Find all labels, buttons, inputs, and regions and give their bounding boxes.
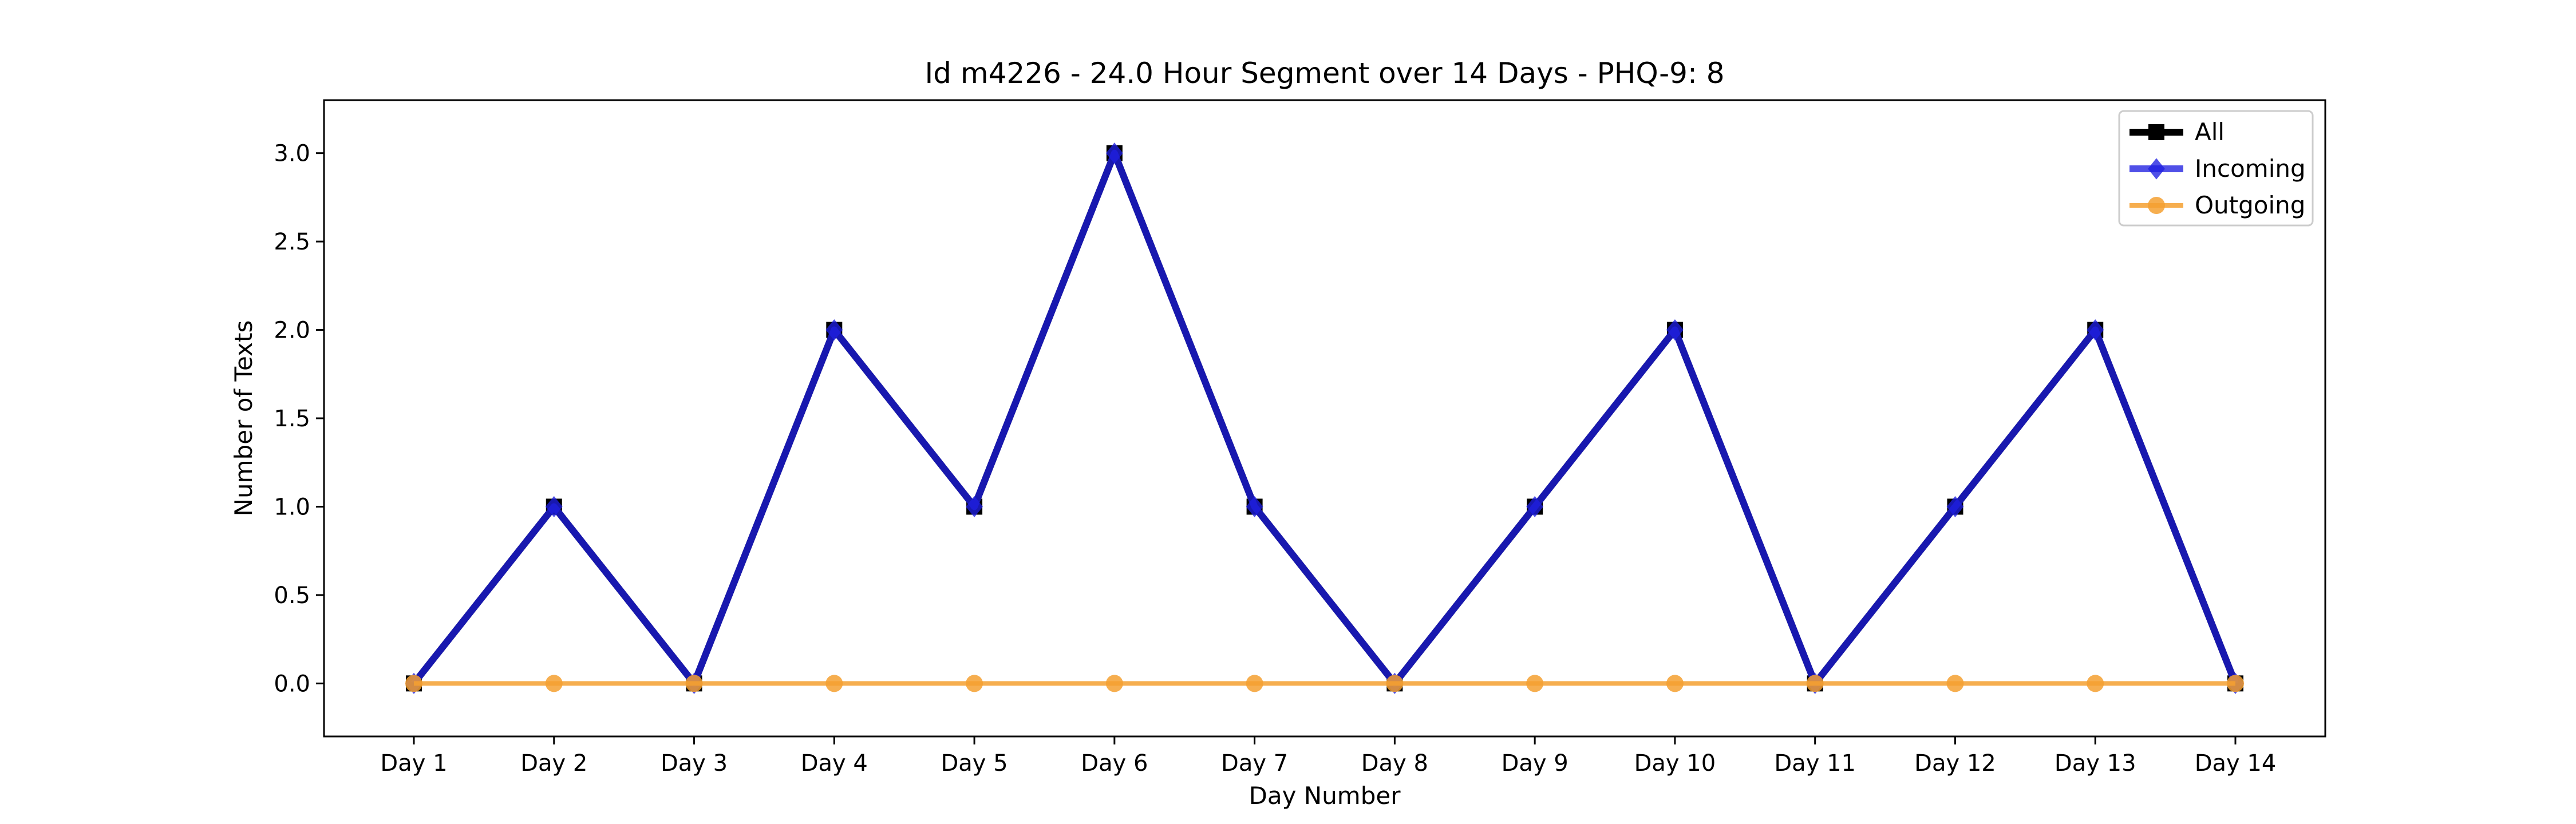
- data-point: [2148, 197, 2165, 214]
- data-point: [1105, 142, 1123, 164]
- x-tick-label: Day 9: [1502, 750, 1568, 777]
- y-axis-label: Number of Texts: [230, 320, 258, 517]
- data-point: [1246, 496, 1263, 518]
- y-tick-label: 1.0: [274, 494, 310, 520]
- data-point: [405, 675, 422, 692]
- data-point: [2087, 319, 2104, 341]
- data-point: [1946, 675, 1964, 692]
- data-point: [2227, 675, 2244, 692]
- data-point: [825, 319, 843, 341]
- legend-label: Outgoing: [2195, 191, 2305, 219]
- data-point: [545, 675, 563, 692]
- series-outgoing: [405, 675, 2244, 692]
- data-point: [1526, 675, 1544, 692]
- chart-title: Id m4226 - 24.0 Hour Segment over 14 Day…: [924, 57, 1724, 90]
- x-tick-label: Day 4: [801, 750, 868, 777]
- data-point: [685, 675, 703, 692]
- y-tick-label: 1.5: [274, 406, 310, 432]
- x-tick-label: Day 5: [941, 750, 1008, 777]
- data-point: [1526, 496, 1544, 518]
- x-tick-label: Day 12: [1914, 750, 1996, 777]
- x-tick-label: Day 7: [1221, 750, 1288, 777]
- x-axis-ticks: Day 1 Day 2 Day 3 Day 4 Day 5 Day 6 Day 7 Day 8…: [380, 736, 2276, 777]
- y-tick-label: 0.0: [274, 671, 310, 697]
- x-tick-label: Day 3: [661, 750, 728, 777]
- data-point: [2148, 158, 2165, 180]
- data-point: [1806, 675, 1824, 692]
- data-point: [1666, 319, 1684, 341]
- legend-label: All: [2195, 118, 2225, 146]
- x-tick-label: Day 14: [2195, 750, 2277, 777]
- x-axis-label: Day Number: [1249, 782, 1401, 810]
- y-axis-ticks: 0.0 0.5 1.0 1.5 2.0 2.5 3.0: [274, 141, 324, 697]
- data-point: [1386, 675, 1404, 692]
- legend-label: Incoming: [2195, 154, 2306, 183]
- x-tick-label: Day 1: [380, 750, 447, 777]
- data-point: [966, 675, 983, 692]
- data-point: [966, 496, 983, 518]
- legend-item: Outgoing: [2129, 191, 2305, 219]
- x-tick-label: Day 13: [2055, 750, 2136, 777]
- legend-item: Incoming: [2129, 154, 2306, 183]
- x-tick-label: Day 2: [520, 750, 587, 777]
- y-tick-label: 0.5: [274, 583, 310, 609]
- x-tick-label: Day 6: [1081, 750, 1148, 777]
- legend: All Incoming Outgoing: [2118, 110, 2314, 227]
- data-point: [1105, 675, 1123, 692]
- data-point: [545, 496, 563, 518]
- legend-item: All: [2129, 118, 2225, 146]
- data-point: [1246, 675, 1263, 692]
- x-tick-label: Day 10: [1634, 750, 1716, 777]
- x-tick-label: Day 8: [1361, 750, 1428, 777]
- legend-box: [2118, 110, 2314, 227]
- series-line: [411, 149, 2239, 687]
- data-point: [825, 675, 843, 692]
- data-point: [1946, 496, 1964, 518]
- y-tick-label: 2.5: [274, 229, 310, 255]
- data-point: [2087, 675, 2104, 692]
- data-point: [2148, 124, 2164, 140]
- plot-area: [405, 142, 2244, 694]
- y-tick-label: 3.0: [274, 141, 310, 167]
- data-point: [1666, 675, 1684, 692]
- y-tick-label: 2.0: [274, 318, 310, 344]
- x-tick-label: Day 11: [1774, 750, 1856, 777]
